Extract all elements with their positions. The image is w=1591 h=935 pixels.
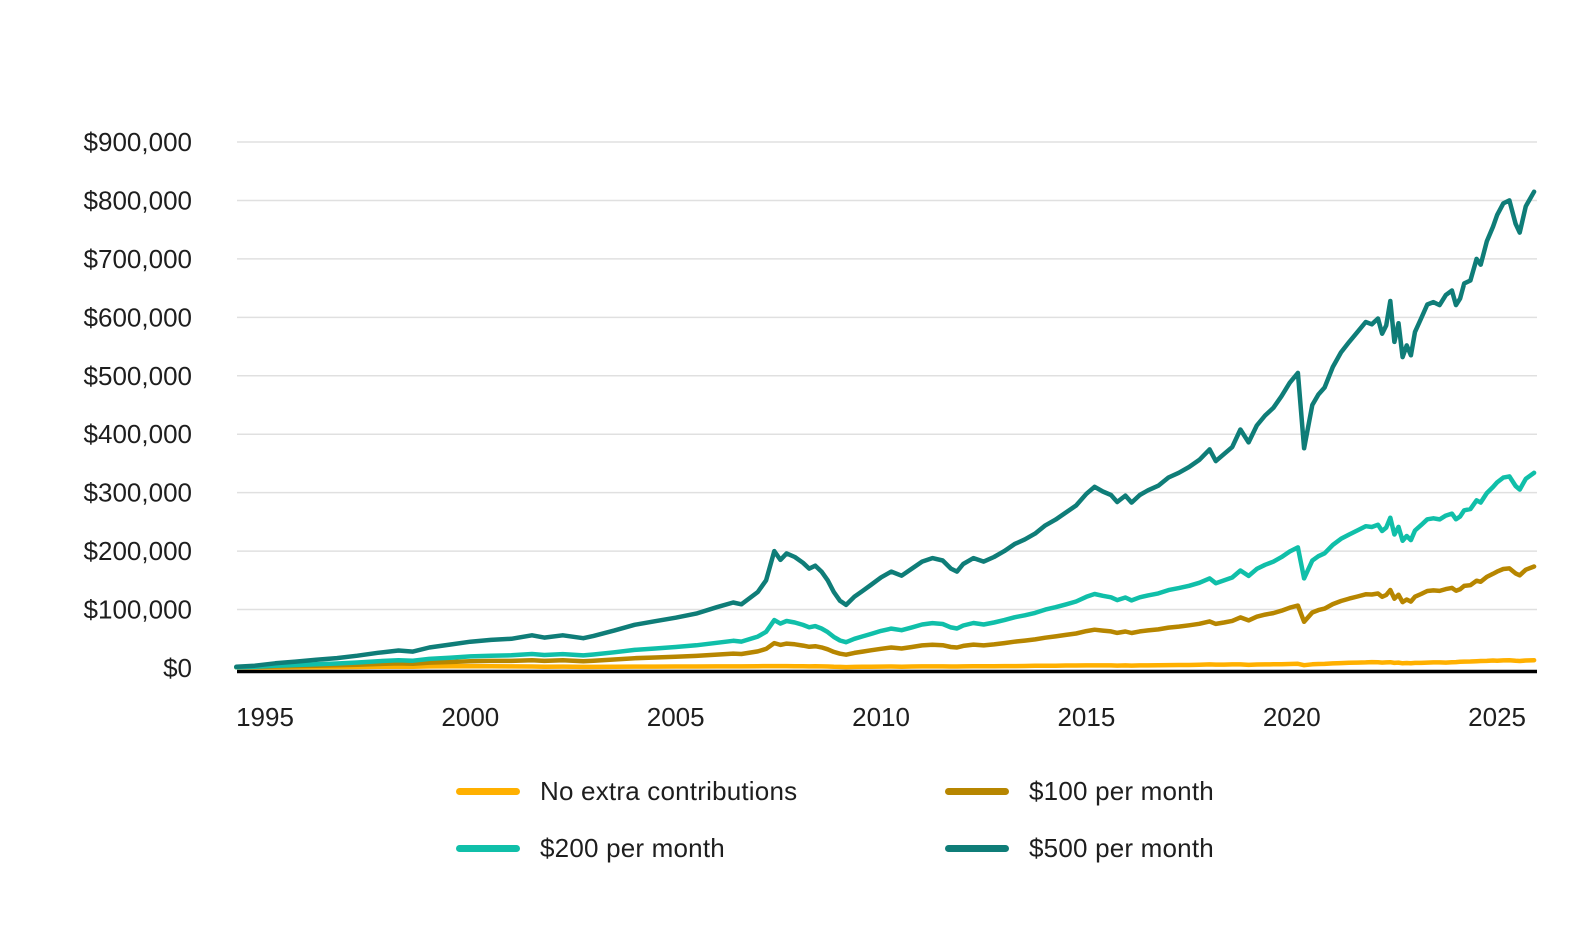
y-tick-label: $0	[163, 653, 192, 683]
x-tick-label: 2000	[441, 702, 499, 732]
legend-item-no-extra-contributions: No extra contributions	[456, 776, 797, 807]
x-tick-label: 2005	[647, 702, 705, 732]
line-200-per-month	[234, 470, 1537, 670]
x-tick-label: 2010	[852, 702, 910, 732]
legend-swatch-100-per-month	[945, 788, 1009, 795]
line-no-extra-contributions	[234, 657, 1537, 670]
legend-item-100-per-month: $100 per month	[945, 776, 1214, 807]
legend-label-no-extra-contributions: No extra contributions	[540, 776, 798, 806]
line-500-per-month	[234, 189, 1537, 670]
line-100-per-month	[234, 564, 1537, 670]
y-tick-label: $800,000	[84, 185, 192, 215]
y-tick-label: $500,000	[84, 361, 192, 391]
y-tick-label: $300,000	[84, 478, 192, 508]
x-tick-label: 1995	[236, 702, 294, 732]
y-tick-label: $200,000	[84, 536, 192, 566]
y-tick-label: $700,000	[84, 244, 192, 274]
x-tick-label: 2025	[1468, 702, 1526, 732]
y-tick-label: $400,000	[84, 419, 192, 449]
y-tick-label: $900,000	[84, 127, 192, 157]
legend-label-500-per-month: $500 per month	[1029, 833, 1214, 863]
legend-item-200-per-month: $200 per month	[456, 833, 725, 864]
legend-label-100-per-month: $100 per month	[1029, 776, 1214, 806]
legend-label-200-per-month: $200 per month	[540, 833, 725, 863]
y-tick-label: $100,000	[84, 595, 192, 625]
legend-swatch-200-per-month	[456, 845, 520, 852]
x-tick-label: 2020	[1263, 702, 1321, 732]
legend-swatch-no-extra-contributions	[456, 788, 520, 795]
x-tick-label: 2015	[1057, 702, 1115, 732]
legend-swatch-500-per-month	[945, 845, 1009, 852]
legend-item-500-per-month: $500 per month	[945, 833, 1214, 864]
y-tick-label: $600,000	[84, 302, 192, 332]
